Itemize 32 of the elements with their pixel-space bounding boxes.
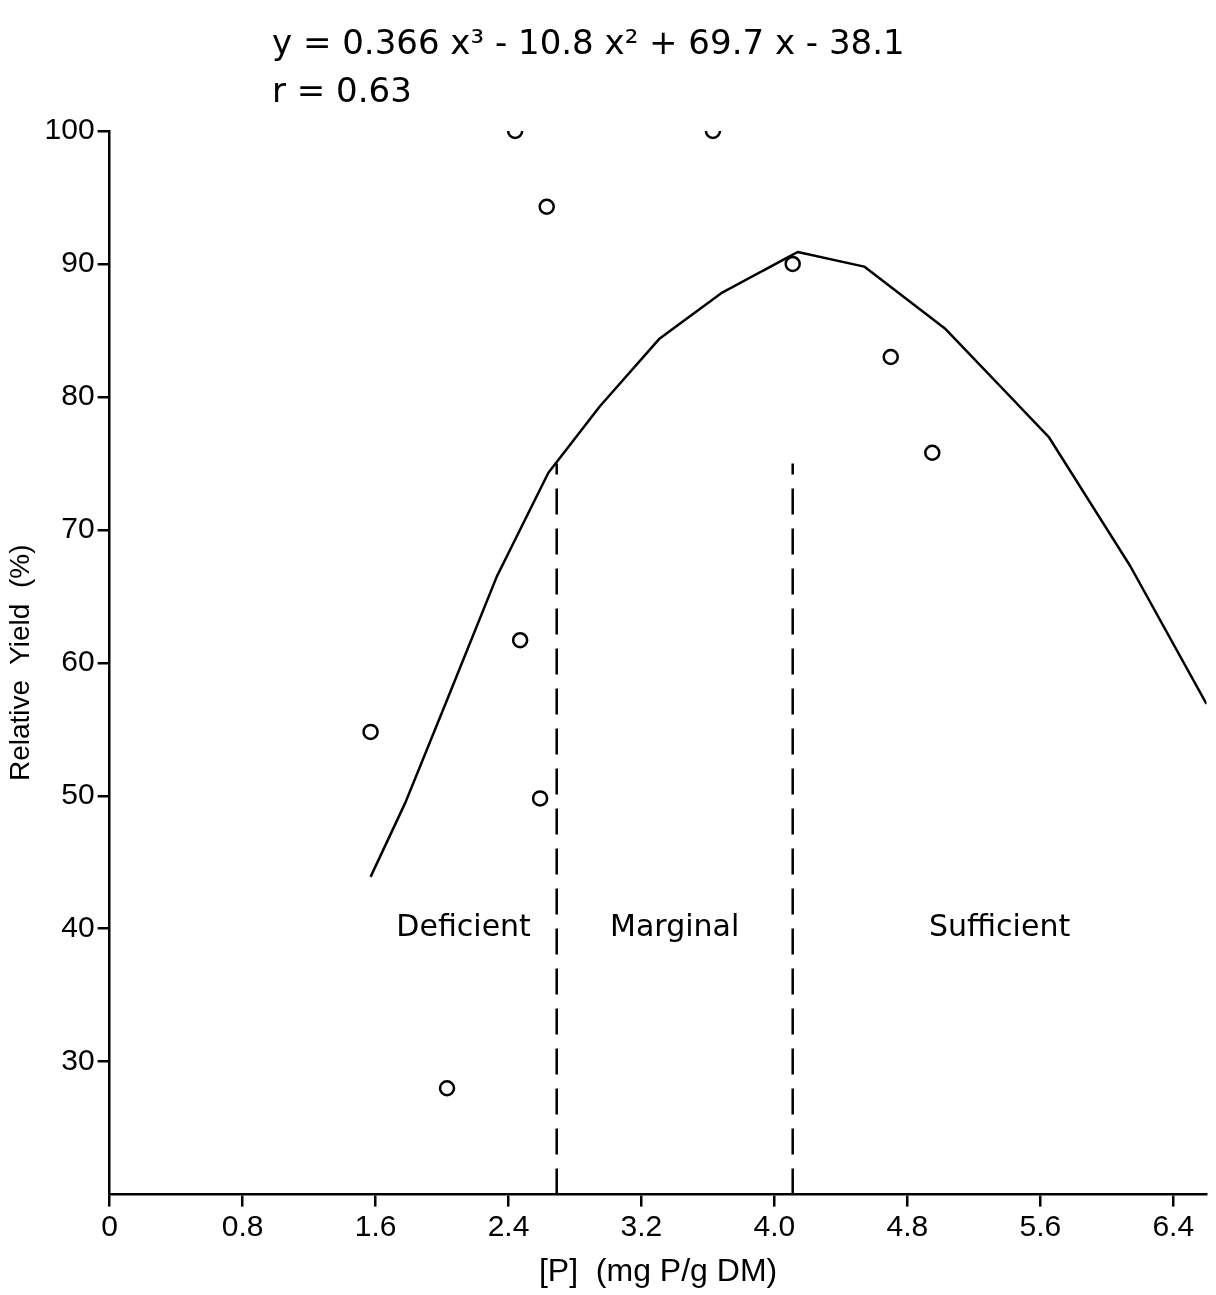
point [924,444,941,461]
text: r = 0.63 [272,69,413,112]
x-tick-label: 0 [101,1208,118,1242]
point [538,198,555,216]
annotation: Deficient [396,908,532,944]
y-tick-label: 30 [61,1042,95,1076]
y-tick-label: 60 [61,644,95,678]
x-tick-label: 2.4 [487,1208,530,1242]
x-tick-label: 3.2 [620,1208,663,1242]
x-axis-title: [P] (mg P/g DM) [538,1251,778,1288]
text: y = 0.366 x³ - 10.8 x² + 69.7 x - 38.1 [272,21,905,64]
y-tick-label: 100 [44,112,95,146]
x-tick-label: 5.6 [1019,1208,1062,1242]
point [438,1079,456,1097]
point [531,790,549,807]
x-tick-label: 4.0 [753,1208,796,1242]
point [511,631,529,649]
x-tick-label: 4.8 [886,1208,929,1242]
x-tick-label: 6.4 [1152,1208,1195,1242]
x-tick-label: 1.6 [354,1208,397,1242]
y-tick-label: 90 [61,245,95,279]
y-axis-title: Relative Yield (%) [3,544,35,782]
point [784,255,801,273]
y-tick-label: 40 [61,909,95,943]
annotation: Sufficient [929,908,1071,944]
y-tick-label: 50 [61,777,95,811]
point [362,723,379,741]
annotation: Marginal [610,908,740,944]
y-tick-label: 80 [61,378,95,412]
point [882,348,899,366]
y-tick-label: 70 [61,511,95,545]
x-tick-label: 0.8 [221,1208,264,1242]
